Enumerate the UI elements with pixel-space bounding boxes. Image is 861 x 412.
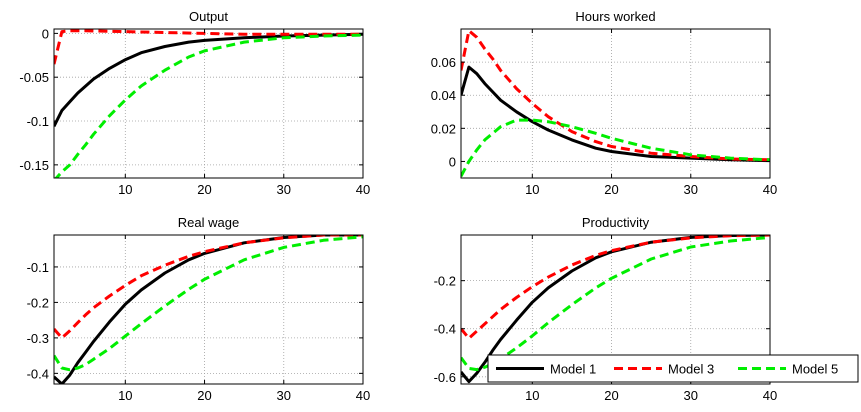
- x-tick-label: 10: [525, 388, 539, 403]
- y-tick-label: 0.06: [431, 55, 456, 70]
- series-line-model-3: [461, 29, 770, 162]
- plot-area: [54, 29, 363, 178]
- panel-hours-worked: 10 20 30 40 0 0.02 0.04 0.06 Hours worked: [431, 9, 778, 197]
- y-tick-label: -0.4: [434, 322, 456, 337]
- x-tick-label: 10: [525, 182, 539, 197]
- panel-output: 10 20 30 40 0 -0.05 -0.1 -0.15 Output: [19, 9, 370, 197]
- x-tick-label: 30: [277, 388, 291, 403]
- x-tick-label: 20: [197, 388, 211, 403]
- y-tick-label: 0.02: [431, 121, 456, 136]
- chart-title: Hours worked: [575, 9, 655, 24]
- axes-frame: [460, 28, 771, 179]
- y-tick-label: -0.3: [27, 331, 49, 346]
- legend: Model 1 Model 3 Model 5: [487, 354, 859, 383]
- x-tick-label: 40: [356, 182, 370, 197]
- x-tick-label: 30: [277, 182, 291, 197]
- y-tick-label: -0.2: [27, 295, 49, 310]
- series-line-model-3: [461, 235, 770, 340]
- y-tick-label: 0: [42, 26, 49, 41]
- y-tick-label: -0.6: [434, 370, 456, 385]
- legend-box: [487, 354, 859, 383]
- chart-title: Real wage: [178, 215, 239, 230]
- series-line-model-5: [54, 235, 363, 372]
- series-line-model-1: [54, 32, 363, 127]
- y-tick-label: -0.1: [27, 114, 49, 129]
- y-tick-label: -0.05: [19, 70, 49, 85]
- x-tick-label: 30: [684, 388, 698, 403]
- y-tick-label: 0.04: [431, 88, 456, 103]
- y-tick-label: -0.1: [27, 260, 49, 275]
- axes-frame: [53, 28, 364, 179]
- y-tick-label: -0.15: [19, 158, 49, 173]
- x-tick-label: 10: [118, 388, 132, 403]
- x-tick-label: 40: [763, 388, 777, 403]
- x-tick-label: 20: [197, 182, 211, 197]
- series-line-model-5: [54, 33, 363, 178]
- x-tick-label: 10: [118, 182, 132, 197]
- x-tick-label: 40: [763, 182, 777, 197]
- x-tick-label: 40: [356, 388, 370, 403]
- x-tick-label: 30: [684, 182, 698, 197]
- series-line-model-5: [461, 118, 770, 178]
- legend-label-model-1: Model 1: [550, 362, 596, 377]
- y-tick-label: 0: [449, 154, 456, 169]
- legend-label-model-5: Model 5: [792, 362, 838, 377]
- axes-frame: [53, 234, 364, 385]
- chart-title: Output: [189, 9, 228, 24]
- x-tick-label: 20: [604, 388, 618, 403]
- axes-frame: [460, 234, 771, 385]
- panel-real-wage: 10 20 30 40 -0.1 -0.2 -0.3 -0.4 Real wage: [27, 215, 371, 403]
- x-tick-label: 20: [604, 182, 618, 197]
- series-line-model-1: [461, 65, 770, 163]
- series-line-model-3: [54, 29, 363, 65]
- series-line-model-3: [54, 235, 363, 340]
- chart-title: Productivity: [582, 215, 650, 230]
- y-tick-label: -0.4: [27, 366, 49, 381]
- y-tick-label: -0.2: [434, 274, 456, 289]
- legend-label-model-3: Model 3: [668, 362, 714, 377]
- plot-area: [54, 235, 363, 384]
